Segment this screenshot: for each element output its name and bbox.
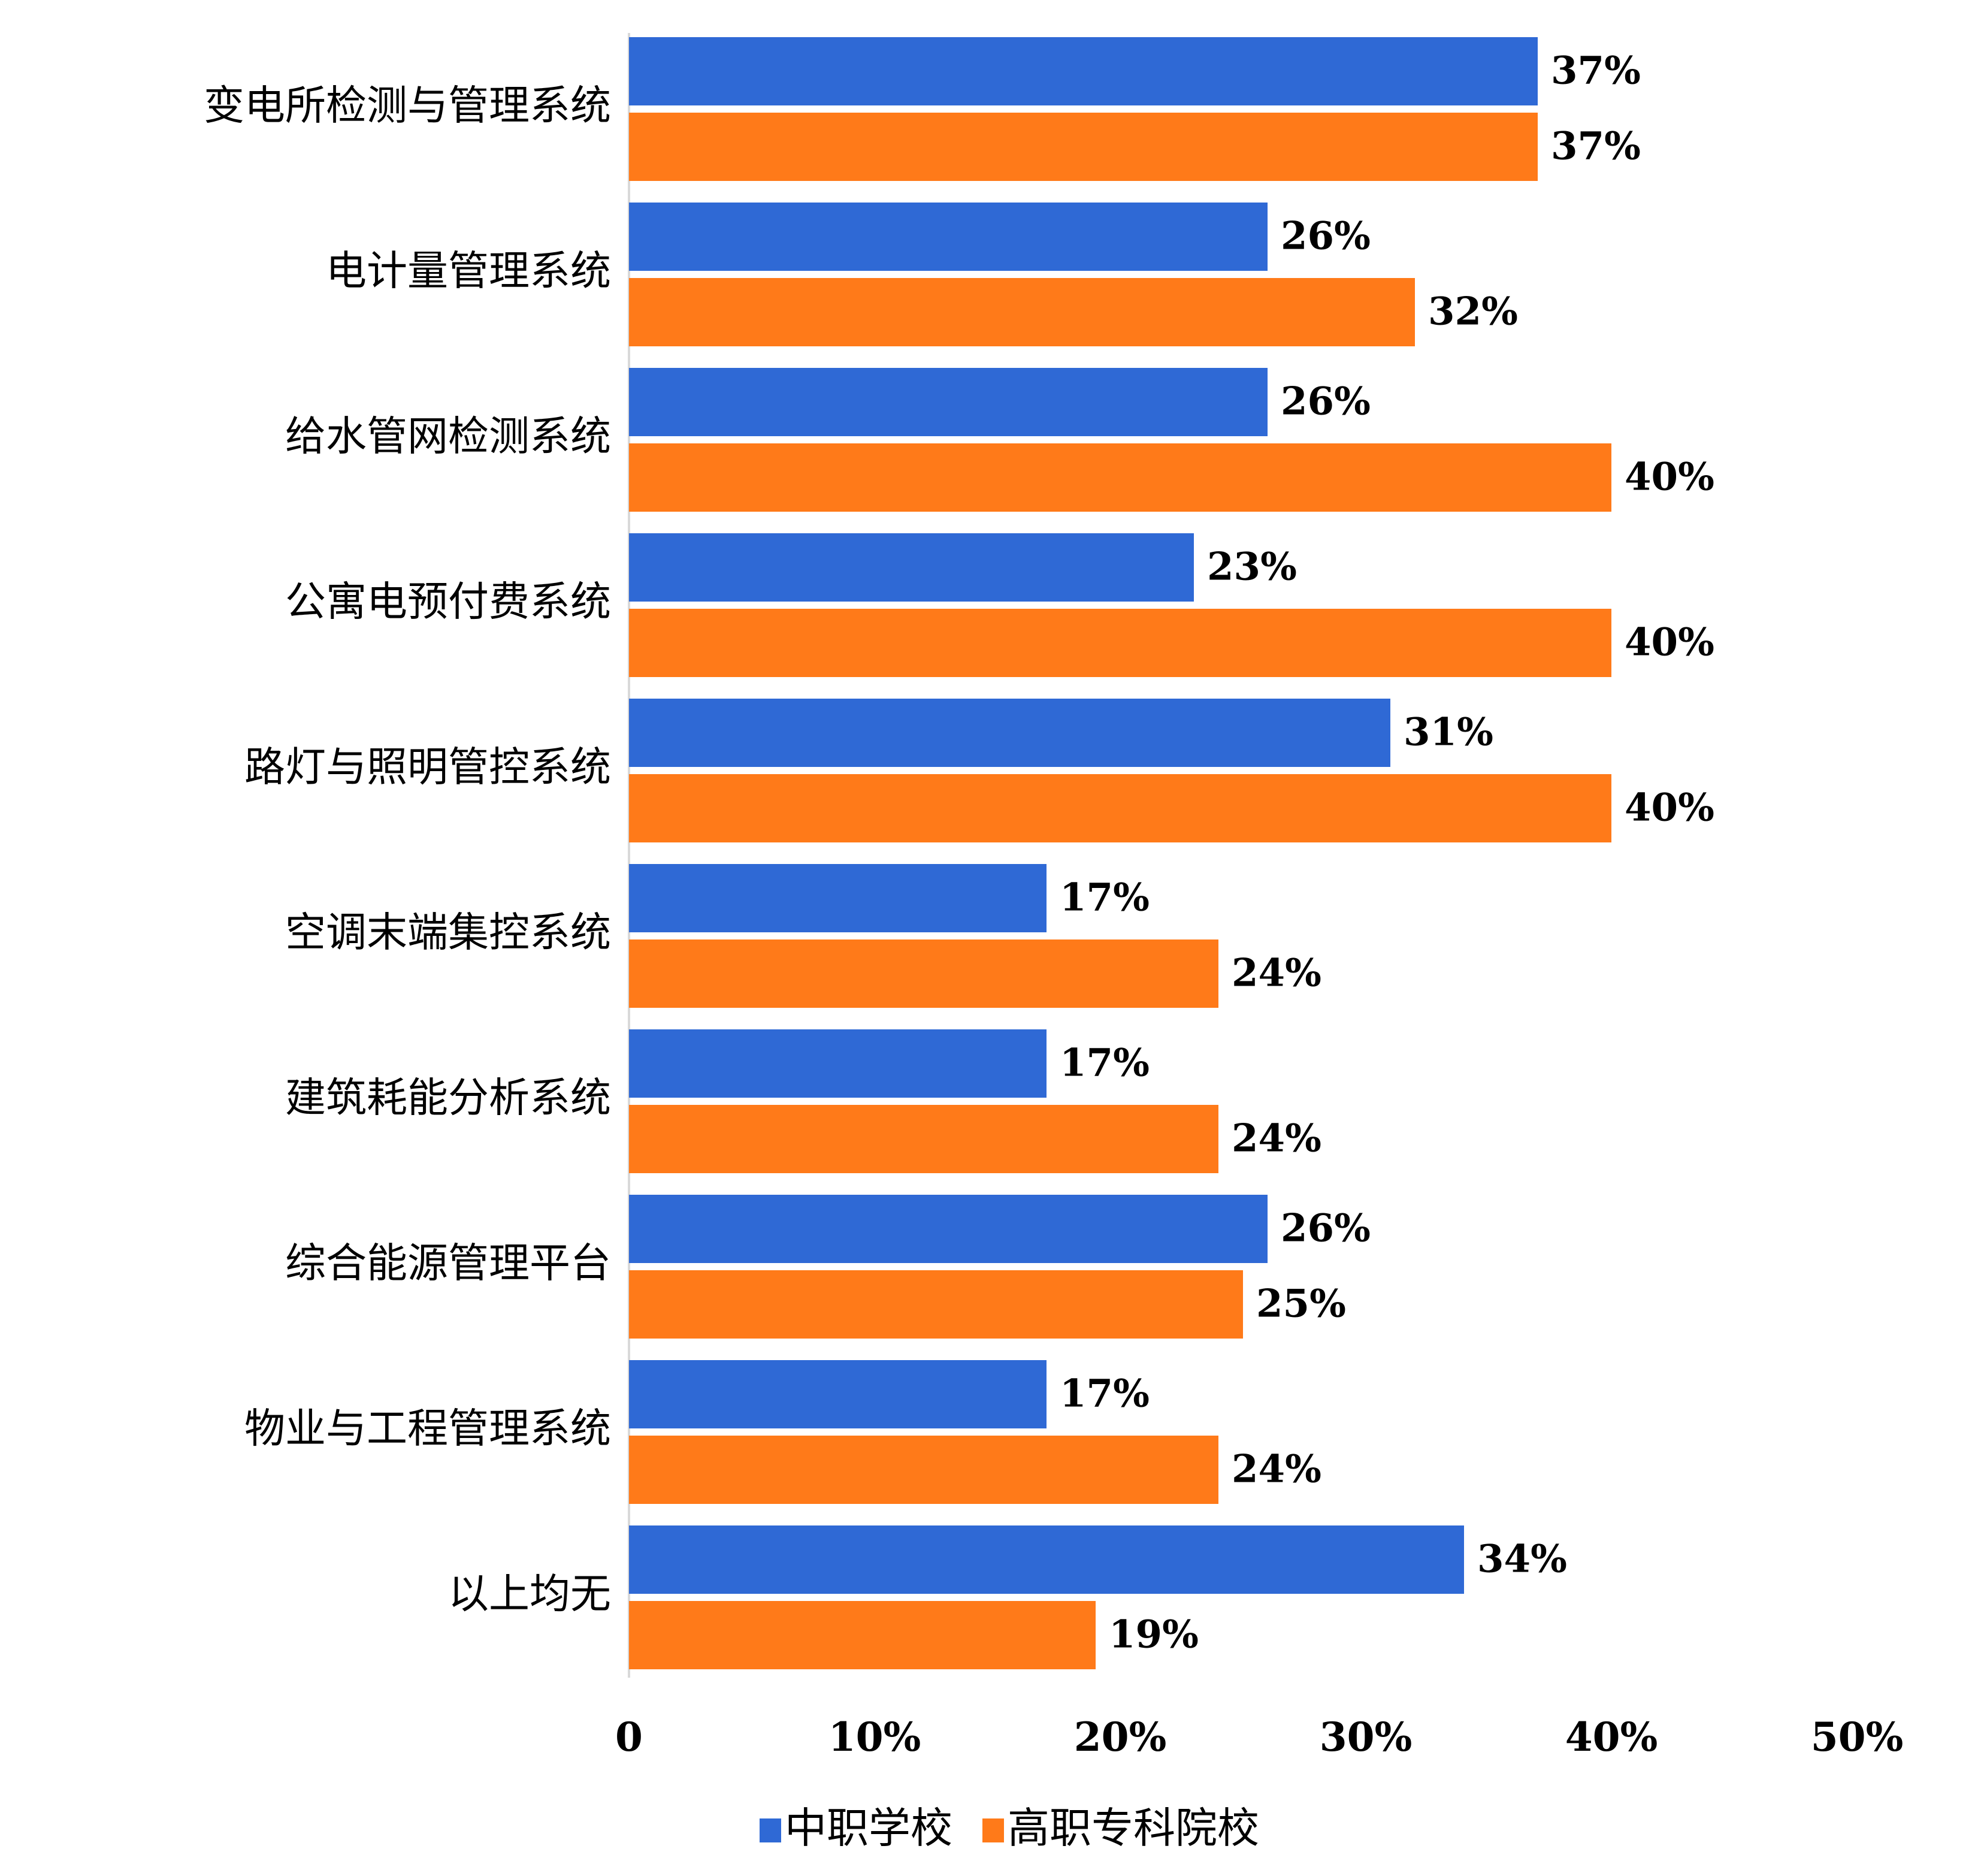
x-axis-ticks: 0 10% 20% 30% 40% 50% (615, 1714, 1903, 1760)
bar-series-2 (629, 939, 1218, 1008)
legend-label: 中职学校 (785, 1804, 952, 1853)
category-label: 路灯与照明管控系统 (244, 744, 611, 792)
category-label: 建筑耗能分析系统 (285, 1075, 611, 1122)
category-label: 公寓电预付费系统 (285, 579, 611, 626)
data-label: 19% (1109, 1612, 1199, 1657)
data-label: 34% (1477, 1537, 1567, 1582)
bar-series-1 (629, 1525, 1464, 1594)
category-label: 变电所检测与管理系统 (204, 83, 611, 130)
bar-series-2 (629, 113, 1538, 181)
bar-series-2 (629, 1601, 1096, 1669)
category-label: 电计量管理系统 (326, 248, 611, 295)
data-label: 24% (1232, 951, 1321, 996)
bar-series-1 (629, 1029, 1047, 1098)
bar-series-1 (629, 1360, 1047, 1428)
legend: 中职学校 高职专科院校 (760, 1804, 1259, 1853)
bar-series-2 (629, 1105, 1218, 1173)
bar-series-1 (629, 203, 1268, 271)
legend-swatch-series-2 (982, 1818, 1004, 1842)
data-label: 40% (1625, 786, 1714, 830)
data-label: 17% (1060, 1371, 1150, 1416)
data-label: 31% (1404, 710, 1493, 755)
category-label: 综合能源管理平台 (285, 1240, 611, 1288)
legend-label: 高职专科院校 (1008, 1804, 1259, 1853)
bar-series-1 (629, 37, 1538, 105)
data-label: 26% (1281, 214, 1371, 259)
x-tick-label: 0 (615, 1714, 643, 1760)
data-label: 25% (1256, 1282, 1346, 1327)
bar-series-2 (629, 1270, 1243, 1339)
data-label: 37% (1551, 49, 1641, 93)
bar-series-1 (629, 533, 1194, 602)
category-label: 给水管网检测系统 (285, 413, 611, 461)
x-tick-label: 10% (828, 1714, 921, 1760)
bar-series-1 (629, 699, 1390, 767)
bar-series-2 (629, 443, 1611, 512)
data-label: 32% (1428, 289, 1518, 334)
bars-layer (629, 37, 1611, 1669)
data-label: 23% (1207, 545, 1297, 590)
x-tick-label: 50% (1811, 1714, 1904, 1760)
bar-series-2 (629, 278, 1415, 346)
category-label: 物业与工程管理系统 (244, 1406, 611, 1453)
x-tick-label: 40% (1565, 1714, 1658, 1760)
bar-series-2 (629, 1436, 1218, 1504)
data-label: 40% (1625, 455, 1714, 500)
x-tick-label: 20% (1074, 1714, 1167, 1760)
bar-series-1 (629, 864, 1047, 932)
category-label: 以上均无 (448, 1571, 611, 1618)
data-label: 26% (1281, 1206, 1371, 1251)
x-tick-label: 30% (1320, 1714, 1413, 1760)
data-label: 40% (1625, 620, 1714, 665)
labels-layer: 变电所检测与管理系统 37% 37% 电计量管理系统 26% 32% 给水管网检测系统 26%… (204, 49, 1714, 1657)
data-label: 24% (1232, 1447, 1321, 1492)
data-label: 26% (1281, 379, 1371, 424)
data-label: 37% (1551, 124, 1641, 169)
bar-series-2 (629, 774, 1611, 842)
bar-series-1 (629, 368, 1268, 436)
data-label: 17% (1060, 875, 1150, 920)
bar-series-1 (629, 1195, 1268, 1263)
data-label: 17% (1060, 1041, 1150, 1086)
data-label: 24% (1232, 1116, 1321, 1161)
category-label: 空调末端集控系统 (285, 910, 611, 957)
legend-swatch-series-1 (760, 1818, 781, 1842)
bar-series-2 (629, 609, 1611, 677)
